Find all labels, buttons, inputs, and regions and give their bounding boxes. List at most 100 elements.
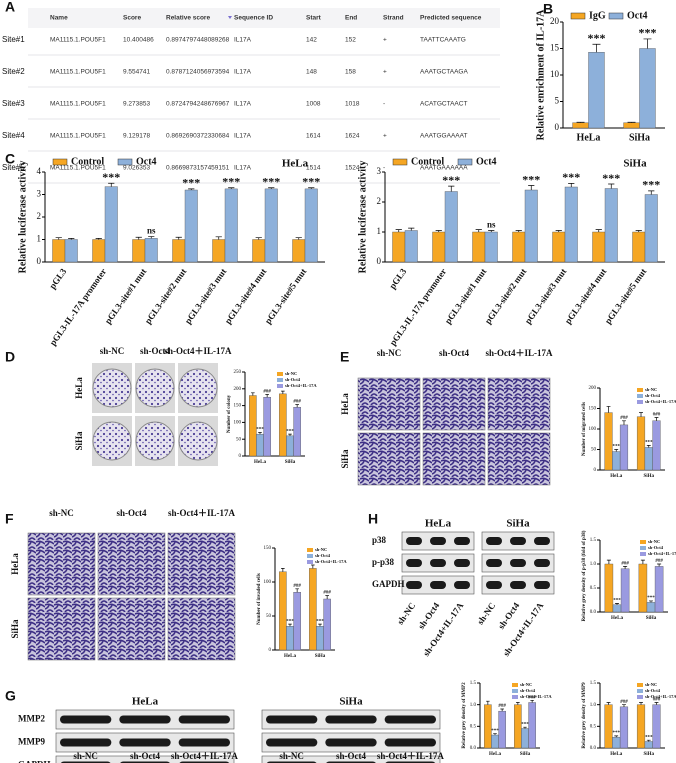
bar	[644, 194, 658, 263]
y-tick-label: 0.0	[470, 746, 477, 751]
micrograph	[27, 597, 96, 661]
error-bar	[448, 185, 455, 192]
table-header: End	[345, 15, 357, 22]
bar	[639, 48, 656, 129]
image-column-label: sh-Oct4＋IL-17A	[165, 346, 232, 356]
x-tick-label: SiHa	[315, 654, 326, 659]
significance: ***	[442, 173, 460, 187]
legend-swatch	[457, 158, 473, 166]
table-cell: AAATGGAAAAT	[420, 133, 467, 140]
error-bar	[639, 412, 643, 417]
error-bar	[614, 735, 619, 738]
y-tick-label: 0.5	[470, 724, 477, 729]
legend-label: sh-Oct4+IL-17A	[285, 383, 317, 388]
image-row-label: HeLa	[74, 377, 84, 399]
protein-label: GAPDH	[18, 760, 51, 763]
y-tick-label: 50	[236, 437, 242, 442]
colony-dish	[135, 368, 175, 408]
micrograph	[97, 597, 166, 661]
error-bar	[493, 733, 497, 735]
x-tick-label: SiHa	[643, 474, 654, 479]
panel-label: G	[5, 688, 16, 704]
image-row-label: SiHa	[340, 449, 350, 469]
legend-swatch	[277, 372, 283, 376]
micrograph	[357, 377, 421, 431]
x-tick-label: HeLa	[254, 460, 266, 465]
bar	[263, 397, 271, 457]
blot-band	[178, 715, 230, 724]
error-bar	[288, 623, 292, 627]
y-tick-label: 100	[234, 421, 242, 426]
error-bar	[640, 559, 645, 564]
table-cell: 148	[306, 69, 317, 76]
bar	[588, 52, 605, 129]
colony-dish	[178, 368, 218, 408]
bar	[279, 571, 287, 651]
bar	[636, 704, 646, 749]
x-tick-label: pGL3-site#2 mut	[483, 267, 529, 326]
x-tick-label: pGL3-site#1 mut	[103, 267, 149, 326]
significance: ***	[645, 441, 653, 446]
bar	[572, 122, 589, 129]
table-cell: 0.8669873157459151	[166, 165, 230, 172]
image-column-label: sh-Oct4＋IL-17A	[486, 348, 553, 358]
table-cell: +	[383, 133, 387, 140]
table-header: Name	[50, 15, 68, 22]
legend-swatch	[637, 695, 643, 699]
panel-label: E	[340, 349, 349, 365]
lane-label: sh-Oct4	[416, 600, 442, 631]
micrograph	[27, 532, 96, 596]
bar	[444, 191, 458, 263]
table-cell: +	[383, 69, 387, 76]
y-tick-label: 0	[377, 256, 382, 266]
legend-swatch	[570, 12, 586, 20]
legend-label: Oct4	[136, 156, 157, 167]
legend-label: sh-Oct4+IL-17A	[645, 694, 676, 699]
error-bar	[622, 420, 626, 425]
bar	[652, 704, 661, 749]
error-bar	[295, 588, 299, 593]
significance: ***	[642, 178, 660, 192]
table-cell: MA1115.1.POU5F1	[50, 101, 106, 108]
blot-band	[486, 581, 502, 589]
lane-label: sh-NC	[279, 751, 304, 761]
blot-band	[430, 537, 446, 545]
legend-swatch	[637, 388, 643, 392]
blot-band	[510, 559, 526, 567]
table-cell: 9.273853	[123, 101, 150, 108]
bar	[132, 239, 146, 263]
bar	[652, 420, 661, 471]
error-bar	[500, 708, 504, 712]
blot-band	[178, 738, 230, 747]
legend-label: sh-NC	[648, 539, 660, 544]
significance: ***	[562, 170, 580, 184]
y-tick-label: 2	[377, 196, 382, 206]
bar	[249, 395, 257, 457]
bar	[293, 407, 301, 457]
error-bar	[635, 230, 642, 232]
bar	[619, 424, 629, 471]
x-tick-label: HeLa	[611, 616, 623, 621]
table-cell: 0.8692690372330684	[166, 133, 230, 140]
x-tick-label: pGL3-site#5 mut	[603, 267, 649, 326]
bar	[309, 568, 317, 651]
significance: ###	[620, 700, 628, 705]
bar	[316, 626, 324, 651]
sort-icon	[228, 16, 232, 19]
y-tick-label: 200	[234, 387, 242, 392]
lane-label: sh-NC	[395, 601, 417, 627]
blot-strip	[261, 755, 441, 763]
blot-band	[430, 581, 446, 589]
legend-swatch	[307, 548, 313, 552]
bar	[644, 447, 653, 471]
significance: ###	[293, 400, 301, 405]
colony-dish	[135, 421, 175, 461]
blot-band	[325, 715, 377, 724]
significance: ###	[653, 698, 661, 703]
error-bar	[555, 230, 562, 232]
significance: ***	[647, 596, 655, 601]
significance: ns	[147, 226, 156, 236]
image-column-label: sh-Oct4	[140, 346, 170, 356]
table-cell: IL17A	[234, 37, 252, 44]
bar	[612, 451, 621, 471]
